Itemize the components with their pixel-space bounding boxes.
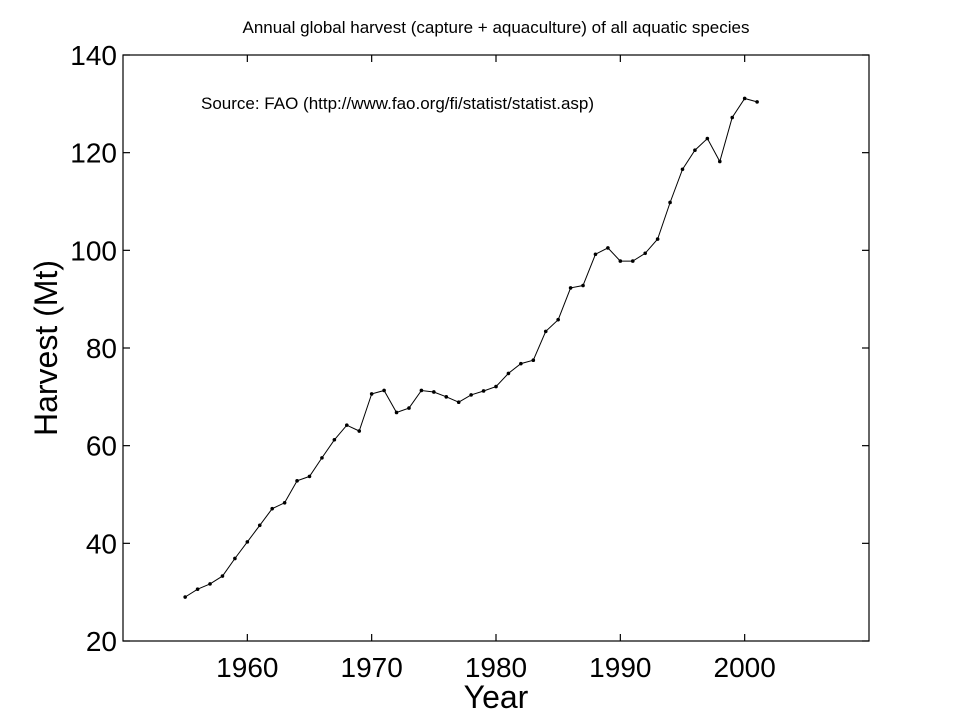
data-point [444,395,449,399]
data-point [345,423,349,427]
y-tick-label: 60 [86,431,117,462]
data-point [220,574,225,578]
data-point [742,96,747,101]
data-point [320,456,324,460]
x-tick-label: 2000 [714,652,776,683]
data-point [257,523,262,528]
data-point [693,148,697,153]
y-axis: 20 40 60 80 100 120 140 [70,40,869,657]
data-point [307,474,312,479]
source-annotation: Source: FAO (http://www.fao.org/fi/stati… [201,94,594,113]
chart-title: Annual global harvest (capture + aquacul… [242,18,749,37]
data-point [245,540,250,544]
data-point [332,438,337,442]
data-point [655,237,660,241]
x-tick-label: 1970 [341,652,403,683]
data-point [593,252,598,257]
data-point [382,388,386,393]
y-tick-label: 120 [70,138,117,169]
x-axis: 1960 1970 1980 1990 2000 [216,55,776,683]
data-point [705,136,710,141]
data-point [581,283,585,288]
y-tick-label: 40 [86,528,117,559]
y-tick-label: 140 [70,40,117,71]
series-harvest [183,96,759,599]
data-point [718,159,722,164]
data-point [357,429,362,433]
y-tick-label: 100 [70,235,117,266]
data-point [730,115,735,120]
y-tick-label: 80 [86,333,117,364]
data-point [432,390,436,394]
data-point [369,392,374,396]
x-axis-label: Year [464,679,529,715]
data-point [506,371,511,376]
data-point [419,388,424,393]
data-point [282,501,287,505]
data-point [568,286,573,290]
y-tick-label: 20 [86,626,117,657]
data-point [755,100,759,104]
y-axis-label: Harvest (Mt) [28,260,64,436]
data-point [270,506,275,511]
data-point [183,595,187,599]
data-point [643,251,647,256]
data-point [680,167,685,172]
data-point [494,384,498,389]
x-tick-label: 1980 [465,652,527,683]
data-point [456,400,461,405]
data-point [407,406,411,410]
data-point [295,479,299,483]
data-point [618,259,623,263]
data-point [543,329,548,334]
data-point [195,587,200,592]
data-point [481,389,486,393]
data-point [668,200,672,205]
data-point [531,358,536,363]
data-point [394,410,399,415]
data-point [208,582,212,586]
data-point [556,317,560,322]
data-point [233,556,237,561]
data-point [469,393,473,397]
data-point [519,361,523,366]
x-tick-label: 1990 [589,652,651,683]
x-tick-label: 1960 [216,652,278,683]
data-point [606,246,610,250]
data-point [630,259,635,263]
